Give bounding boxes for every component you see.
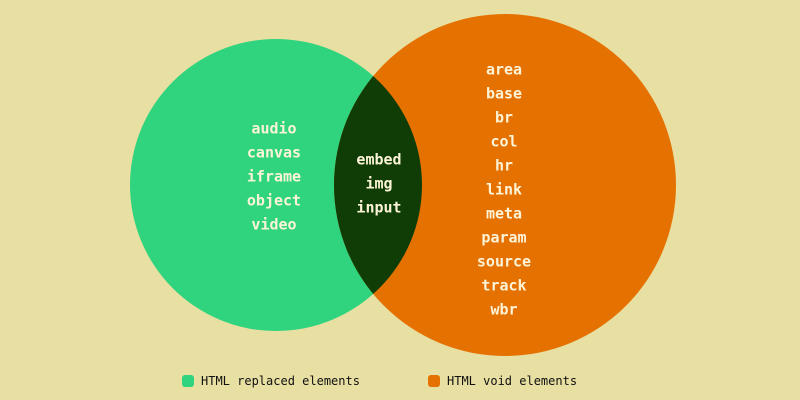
- legend-swatch-orange: [428, 375, 440, 387]
- legend-label: HTML replaced elements: [201, 374, 360, 388]
- set-label: meta: [486, 205, 522, 223]
- set-label: iframe: [247, 168, 301, 186]
- set-label: br: [495, 109, 513, 127]
- set-label: img: [365, 175, 392, 193]
- set-label: canvas: [247, 144, 301, 162]
- set-label: param: [481, 229, 526, 247]
- legend-item-html-replaced: HTML replaced elements: [182, 374, 360, 388]
- legend-swatch-green: [182, 375, 194, 387]
- intersection-labels: embed img input: [356, 151, 401, 217]
- set-circle-html-void: [334, 14, 676, 356]
- set-label: video: [251, 216, 296, 234]
- set-label: source: [477, 253, 531, 271]
- set-label: audio: [251, 120, 296, 138]
- set-circle-html-replaced: [130, 39, 422, 331]
- right-only-labels: area base br col hr link meta param sour…: [477, 61, 531, 319]
- set-label: base: [486, 85, 522, 103]
- set-label: link: [486, 181, 522, 199]
- set-label: area: [486, 61, 522, 79]
- set-label: object: [247, 192, 301, 210]
- set-label: col: [490, 133, 517, 151]
- legend-item-html-void: HTML void elements: [428, 374, 577, 388]
- set-label: wbr: [490, 301, 517, 319]
- legend-label: HTML void elements: [447, 374, 578, 388]
- set-label: embed: [356, 151, 401, 169]
- set-label: track: [481, 277, 526, 295]
- set-label: input: [356, 199, 401, 217]
- set-label: hr: [495, 157, 513, 175]
- left-only-labels: audio canvas iframe object video: [247, 120, 301, 234]
